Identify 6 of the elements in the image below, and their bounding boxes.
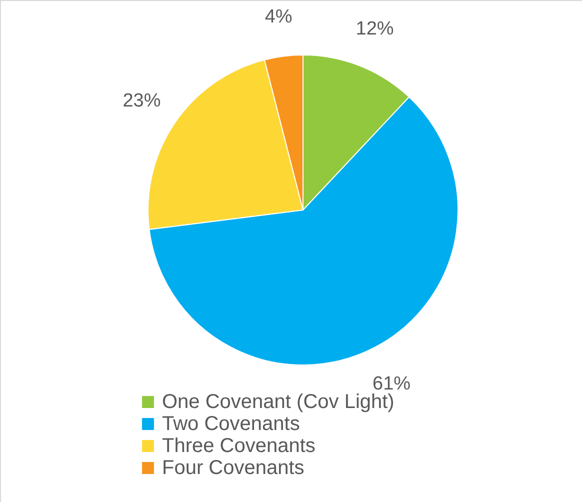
legend-label: Two Covenants (162, 413, 300, 435)
data-label: 23% (122, 90, 161, 112)
legend-label: Four Covenants (162, 457, 304, 479)
data-label: 12% (356, 18, 394, 40)
data-label: 4% (264, 6, 292, 28)
legend-label: Three Covenants (162, 435, 316, 457)
